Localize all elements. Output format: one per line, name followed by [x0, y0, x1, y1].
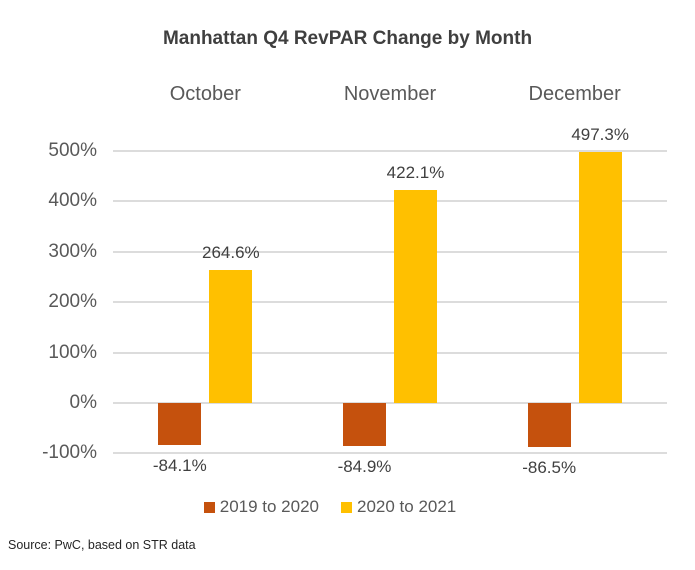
bar-2019-to-2020-december [527, 403, 571, 447]
y-axis-tick-label: 0% [69, 392, 97, 413]
legend-swatch-icon [203, 501, 215, 513]
bar-2020-to-2021-december [578, 152, 622, 403]
data-label: 422.1% [386, 163, 445, 183]
legend-label: 2020 to 2021 [357, 497, 457, 516]
y-axis-tick-label: 300% [48, 240, 97, 262]
data-label: -84.1% [152, 456, 207, 476]
gridline [113, 200, 667, 203]
data-label: -84.9% [337, 456, 392, 476]
bar-2019-to-2020-october [158, 403, 202, 446]
y-axis-tick-label: 100% [48, 341, 97, 363]
gridline [113, 452, 667, 455]
y-axis-tick-label: 400% [48, 190, 97, 212]
legend-item: 2020 to 2021 [341, 497, 456, 517]
category-label-october: October [169, 83, 241, 105]
y-axis-tick-label: 200% [48, 291, 97, 313]
bar-2020-to-2021-november [394, 190, 437, 403]
gridline [113, 351, 667, 354]
legend-item: 2019 to 2020 [203, 497, 319, 517]
source-note: Source: PwC, based on STR data [8, 538, 196, 552]
gridline [113, 402, 667, 404]
gridline [113, 150, 667, 152]
bar-2019-to-2020-november [343, 403, 386, 446]
y-axis-tick-label: -100% [42, 442, 97, 464]
category-label-november: November [343, 83, 437, 105]
gridline [113, 250, 667, 253]
data-label: -86.5% [522, 457, 577, 477]
legend-swatch-icon [341, 501, 352, 513]
data-label: 264.6% [201, 242, 260, 262]
gridline [113, 301, 667, 304]
legend-label: 2019 to 2020 [219, 497, 319, 516]
data-label: 497.3% [571, 125, 629, 145]
bar-2020-to-2021-october [209, 269, 253, 403]
legend: 2019 to 2020 2020 to 2021 [0, 492, 660, 522]
y-axis-tick-label: 500% [48, 140, 97, 161]
category-label-december: December [528, 83, 621, 105]
chart-title: Manhattan Q4 RevPAR Change by Month [162, 28, 533, 49]
